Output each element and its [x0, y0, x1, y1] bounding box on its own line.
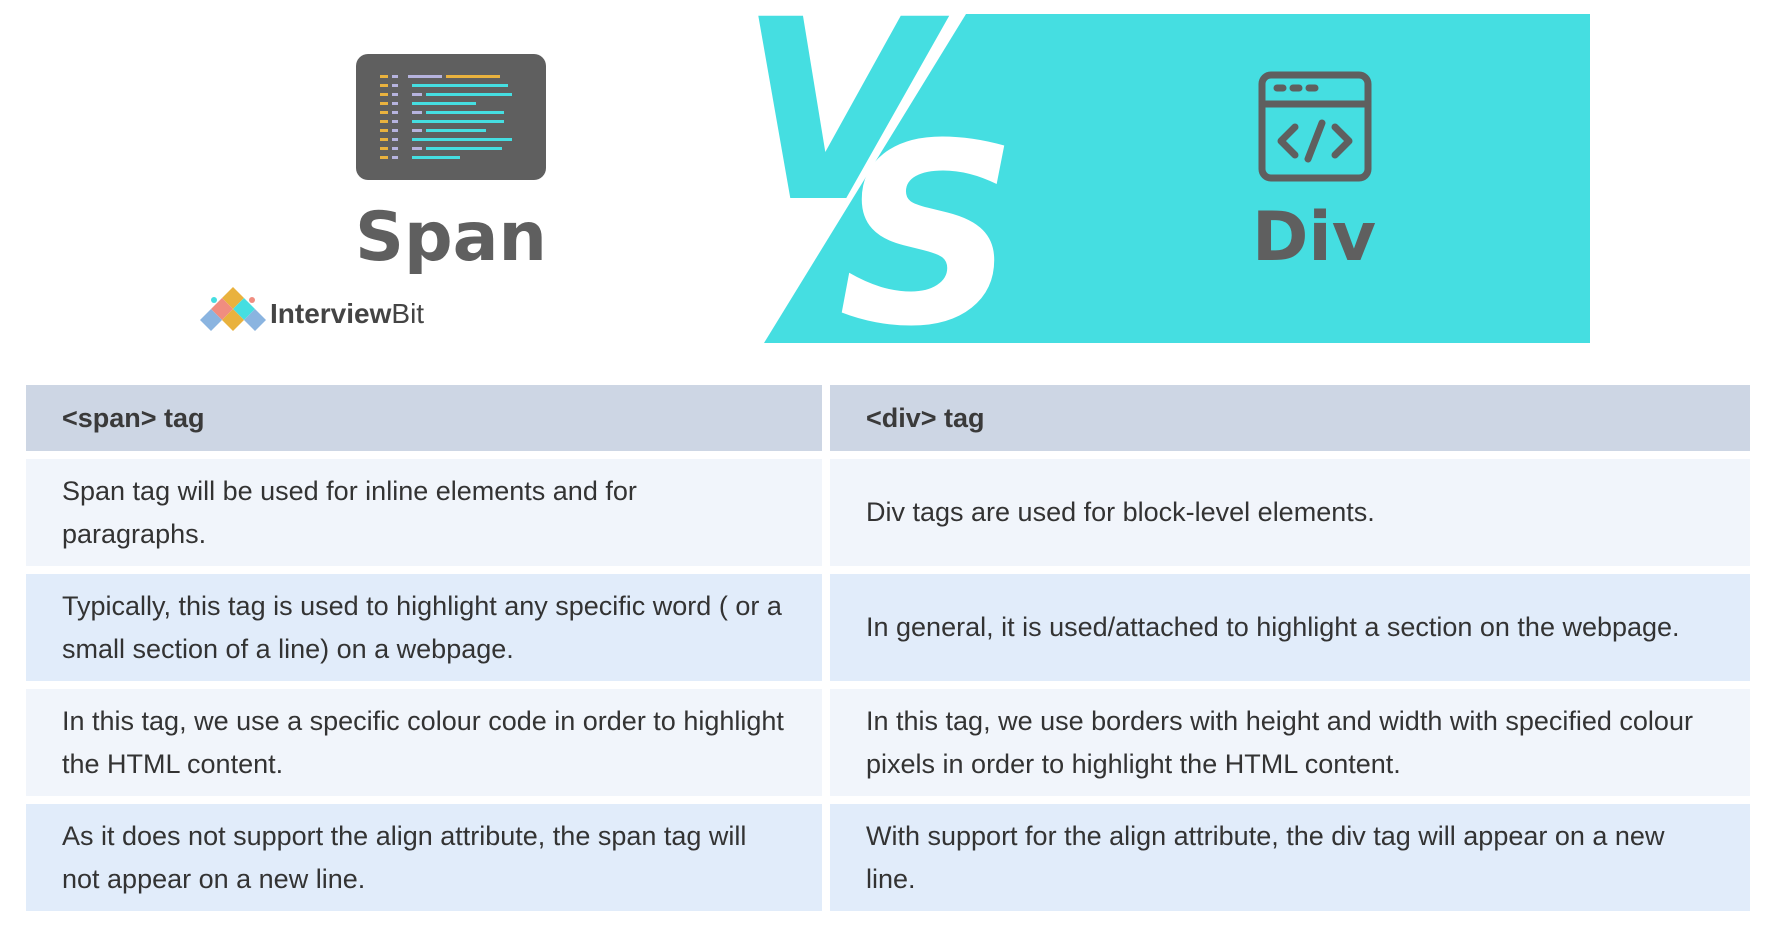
div-cell: Div tags are used for block-level elemen…: [830, 459, 1750, 566]
table-row: As it does not support the align attribu…: [26, 804, 1750, 911]
span-title: Span: [355, 198, 547, 277]
header-span-tag: <span> tag: [26, 385, 822, 451]
span-cell: In this tag, we use a specific colour co…: [26, 689, 822, 796]
span-cell: Span tag will be used for inline element…: [26, 459, 822, 566]
brand-suffix: Bit: [391, 298, 424, 329]
header-div-tag: <div> tag: [830, 385, 1750, 451]
table-row: Typically, this tag is used to highlight…: [26, 574, 1750, 681]
comparison-table: <span> tag <div> tag Span tag will be us…: [18, 377, 1758, 919]
accent-panel: [764, 14, 1590, 343]
brand-name: InterviewBit: [270, 298, 424, 329]
table-row: In this tag, we use a specific colour co…: [26, 689, 1750, 796]
code-editor-icon: [356, 54, 546, 180]
browser-code-icon: [1258, 71, 1372, 182]
comparison-banner: V S: [200, 0, 1590, 360]
div-cell: In this tag, we use borders with height …: [830, 689, 1750, 796]
vs-letter-s: S: [838, 90, 1018, 360]
span-cell: As it does not support the align attribu…: [26, 804, 822, 911]
interviewbit-logo: [200, 287, 266, 331]
table-row: Span tag will be used for inline element…: [26, 459, 1750, 566]
vs-letter-v: V: [739, 0, 949, 257]
table-header-row: <span> tag <div> tag: [26, 385, 1750, 451]
brand-prefix: Interview: [270, 298, 392, 329]
div-cell: In general, it is used/attached to highl…: [830, 574, 1750, 681]
div-title: Div: [1252, 198, 1376, 277]
div-cell: With support for the align attribute, th…: [830, 804, 1750, 911]
span-cell: Typically, this tag is used to highlight…: [26, 574, 822, 681]
